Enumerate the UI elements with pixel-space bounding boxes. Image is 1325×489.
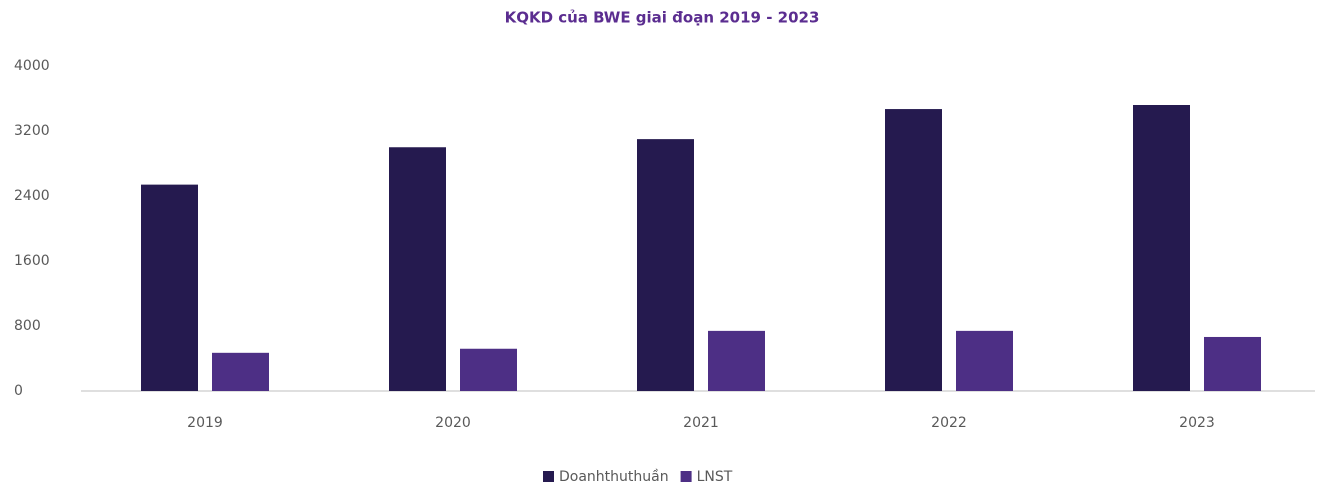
y-tick-label: 1600 [14,253,50,269]
bar [389,147,446,391]
bar [637,139,694,391]
bar [1133,105,1190,391]
legend-swatch [680,471,692,482]
bar [460,348,517,391]
bar [956,330,1013,391]
bar [141,184,198,391]
bar [1204,336,1261,391]
x-tick-label: 2022 [931,415,967,431]
chart-title: KQKD của BWE giai đoạn 2019 - 2023 [505,9,820,27]
y-tick-label: 800 [14,318,41,334]
bar [212,352,269,391]
bar [885,109,942,391]
bar [708,330,765,391]
x-tick-label: 2023 [1179,415,1215,431]
legend-label: LNST [697,469,733,485]
y-tick-label: 0 [14,383,23,399]
y-tick-label: 4000 [14,58,50,74]
legend-label: Doanhthuthuần [559,469,669,485]
y-tick-label: 3200 [14,123,50,139]
x-tick-label: 2020 [435,415,471,431]
x-tick-label: 2021 [683,415,719,431]
y-tick-label: 2400 [14,188,50,204]
legend-swatch [543,471,554,482]
x-tick-label: 2019 [187,415,223,431]
